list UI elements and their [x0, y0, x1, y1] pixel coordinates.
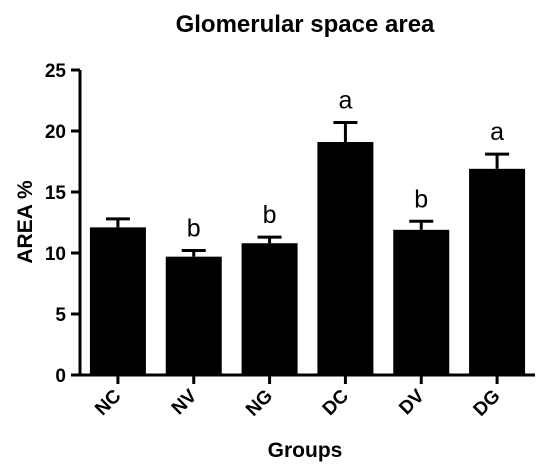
bar-nc — [89, 227, 146, 375]
significance-label: b — [187, 215, 201, 243]
chart-title: Glomerular space area — [176, 11, 435, 38]
y-tick-label: 10 — [45, 244, 66, 265]
y-tick-label: 0 — [55, 366, 66, 387]
significance-label: b — [414, 185, 428, 213]
bar-dc — [317, 141, 374, 375]
bar-ng — [241, 243, 298, 375]
x-tick-label: DG — [470, 386, 505, 421]
bar-dv — [393, 229, 450, 375]
x-tick-label: NG — [242, 386, 277, 421]
y-tick-label: 15 — [45, 183, 67, 204]
bar-dg — [469, 168, 526, 375]
x-tick-label: DV — [395, 385, 429, 419]
significance-label: b — [263, 201, 277, 229]
y-tick-label: 20 — [45, 122, 66, 143]
y-axis-label: AREA % — [14, 180, 37, 264]
x-tick-label: DC — [319, 385, 353, 419]
plot-area: 0 5 10 15 20 25 NC b NV b NG a DC b DV a DG — [45, 61, 535, 421]
y-tick-label: 25 — [45, 61, 67, 82]
x-tick-label: NV — [168, 385, 202, 419]
significance-label: a — [490, 118, 504, 146]
significance-label: a — [338, 86, 352, 114]
x-axis-label: Groups — [268, 439, 343, 462]
x-tick-label: NC — [91, 385, 125, 419]
y-tick-label: 5 — [55, 305, 66, 326]
bar-nv — [165, 256, 222, 375]
